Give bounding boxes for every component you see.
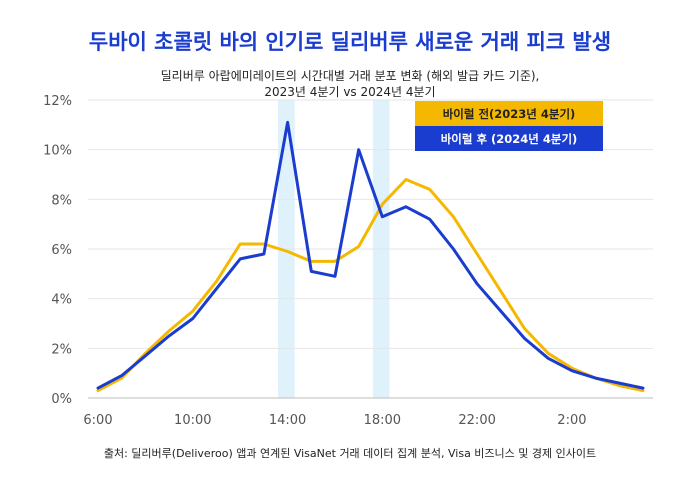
x-tick-label: 14:00	[269, 413, 306, 428]
series-line-0	[96, 178, 645, 393]
x-tick-label: 18:00	[364, 413, 401, 428]
series-lines	[96, 120, 645, 393]
source-note: 출처: 딜리버루(Deliveroo) 앱과 연계된 VisaNet 거래 데이…	[104, 447, 596, 460]
chart-subtitle-line2: 2023년 4분기 vs 2024년 4분기	[264, 85, 435, 99]
legend-label-after: 바이럴 후 (2024년 4분기)	[441, 132, 578, 146]
legend-swatch-before	[415, 101, 603, 126]
x-tick-label: 6:00	[83, 413, 112, 428]
y-tick-label: 2%	[51, 342, 72, 357]
y-tick-label: 12%	[43, 94, 72, 109]
x-tick-label: 2:00	[557, 413, 586, 428]
legend: 바이럴 전(2023년 4분기) 바이럴 후 (2024년 4분기)	[415, 101, 603, 151]
y-tick-label: 6%	[51, 243, 72, 258]
chart-subtitle-line1: 딜리버루 아랍에미레이트의 시간대별 거래 분포 변화 (해외 발급 카드 기준…	[161, 69, 540, 83]
x-axis-ticks: 6:00 10:00 14:00 18:00 22:00 2:00	[83, 413, 586, 428]
legend-swatch-after	[415, 126, 603, 151]
y-tick-label: 10%	[43, 144, 72, 159]
series-line-1	[96, 120, 645, 390]
gridlines	[88, 99, 653, 399]
y-tick-label: 8%	[51, 193, 72, 208]
x-tick-label: 22:00	[458, 413, 495, 428]
x-tick-label: 10:00	[174, 413, 211, 428]
legend-label-before: 바이럴 전(2023년 4분기)	[443, 107, 576, 121]
y-tick-label: 4%	[51, 293, 72, 308]
y-tick-label: 0%	[51, 392, 72, 407]
y-axis-ticks: 0% 2% 4% 6% 8% 10% 12%	[43, 94, 72, 407]
chart-title: 두바이 초콜릿 바의 인기로 딜리버루 새로운 거래 피크 발생	[89, 30, 611, 54]
